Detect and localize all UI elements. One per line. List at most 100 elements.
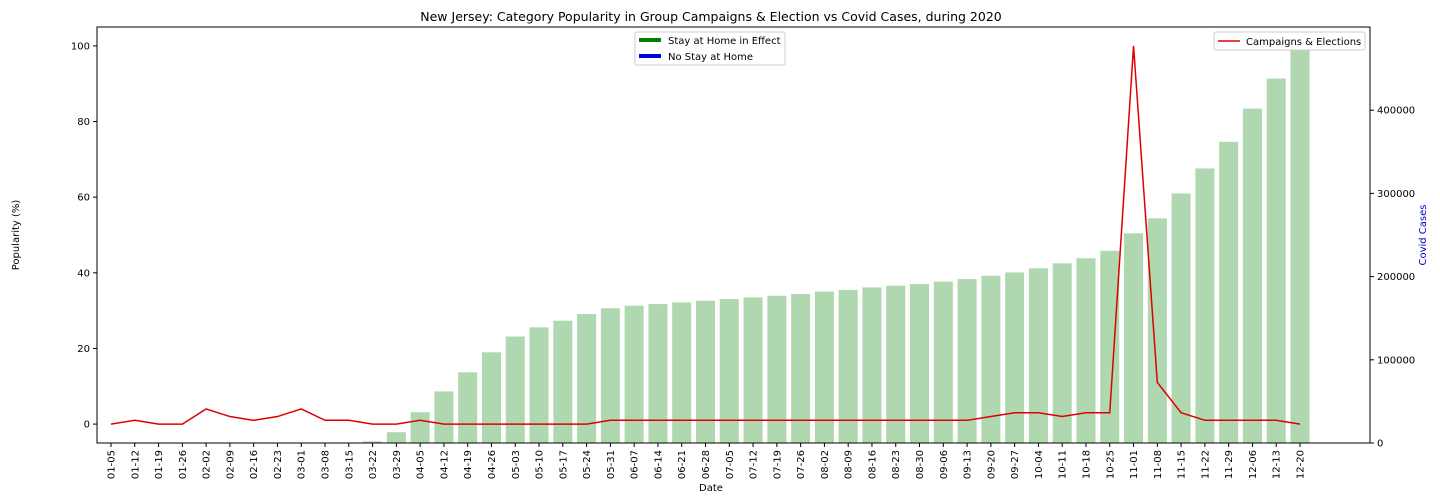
y-axis-right-ticks: 0 100000 200000 300000 400000 <box>1370 106 1415 450</box>
x-tick-label: 01-05 <box>107 450 118 479</box>
x-tick-label: 11-15 <box>1177 450 1188 479</box>
y-right-tick-label: 300000 <box>1377 189 1415 200</box>
bar-12-06 <box>1242 108 1262 443</box>
x-tick-label: 05-17 <box>558 450 569 479</box>
x-tick-label: 03-22 <box>368 450 379 479</box>
bar-06-28 <box>695 300 716 443</box>
bar-03-22 <box>363 441 383 443</box>
bar-07-12 <box>743 297 763 443</box>
legend-series: Campaigns & Elections <box>1213 31 1366 51</box>
x-tick-label: 10-18 <box>1081 450 1092 479</box>
x-tick-label: 07-05 <box>725 450 736 479</box>
x-tick-label: 08-16 <box>867 450 878 479</box>
x-tick-label: 10-11 <box>1058 450 1069 479</box>
bar-11-01 <box>1124 233 1144 443</box>
bar-04-26 <box>481 352 501 443</box>
x-tick-label: 09-20 <box>986 450 997 479</box>
bar-11-22 <box>1195 168 1215 443</box>
bar-08-30 <box>910 284 930 443</box>
bar-08-02 <box>814 291 834 443</box>
bar-04-05 <box>410 412 430 443</box>
x-tick-label: 11-08 <box>1153 450 1164 479</box>
bar-10-18 <box>1076 258 1096 443</box>
y-axis-right-label: Covid Cases <box>1418 204 1429 265</box>
bar-07-05 <box>719 299 739 443</box>
x-tick-label: 07-26 <box>796 450 807 479</box>
x-tick-label: 08-30 <box>915 450 926 479</box>
x-tick-label: 12-20 <box>1296 450 1307 479</box>
x-tick-label: 04-05 <box>416 450 427 479</box>
x-tick-label: 11-01 <box>1129 450 1140 479</box>
x-tick-label: 03-08 <box>321 450 332 479</box>
x-tick-label: 05-31 <box>606 450 617 479</box>
bar-06-21 <box>672 302 692 443</box>
x-tick-label: 04-26 <box>487 450 498 479</box>
bar-07-19 <box>767 295 787 443</box>
x-tick-label: 05-03 <box>511 450 522 479</box>
x-tick-label: 10-25 <box>1105 450 1116 479</box>
bar-03-29 <box>386 432 406 443</box>
x-axis-ticks: 01-05 01-12 01-19 01-26 02-02 02-09 02-16 02-23… <box>107 443 1307 479</box>
x-tick-label: 09-27 <box>1010 450 1021 479</box>
bar-12-20 <box>1290 46 1310 444</box>
x-axis-label: Date <box>699 483 723 494</box>
x-tick-label: 01-12 <box>130 450 141 479</box>
bar-09-13 <box>957 279 977 443</box>
bar-10-25 <box>1100 250 1120 443</box>
x-tick-label: 05-10 <box>535 450 546 479</box>
x-tick-label: 09-13 <box>963 450 974 479</box>
x-tick-label: 06-14 <box>653 450 664 479</box>
y-right-tick-label: 200000 <box>1377 272 1415 283</box>
bar-04-19 <box>458 372 478 443</box>
bar-05-17 <box>553 320 573 443</box>
series-line-campaigns-elections <box>110 45 1301 425</box>
chart-title: New Jersey: Category Popularity in Group… <box>420 9 1002 24</box>
x-tick-label: 07-19 <box>772 450 783 479</box>
bar-05-24 <box>577 314 597 443</box>
bar-05-10 <box>529 327 549 443</box>
x-tick-label: 08-09 <box>844 450 855 479</box>
bar-05-31 <box>600 308 620 443</box>
bar-08-23 <box>886 285 906 443</box>
x-tick-label: 09-06 <box>939 450 950 479</box>
x-tick-label: 03-15 <box>344 450 355 479</box>
bar-08-16 <box>862 287 882 443</box>
x-tick-label: 01-26 <box>178 450 189 479</box>
y-axis-left-ticks: 0 20 40 60 80 100 <box>71 41 97 431</box>
bar-10-11 <box>1052 263 1072 443</box>
x-tick-label: 07-12 <box>749 450 760 479</box>
y-left-tick-label: 100 <box>71 41 90 52</box>
y-left-tick-label: 60 <box>77 193 90 204</box>
x-tick-label: 04-12 <box>439 450 450 479</box>
x-tick-label: 02-02 <box>202 450 213 479</box>
x-tick-label: 02-16 <box>249 450 260 479</box>
x-tick-label: 06-21 <box>677 450 688 479</box>
legend-stay-at-home: Stay at Home in Effect No Stay at Home <box>634 31 786 66</box>
x-tick-label: 12-06 <box>1248 450 1259 479</box>
x-tick-label: 02-09 <box>225 450 236 479</box>
x-tick-label: 11-29 <box>1224 450 1235 479</box>
bar-04-12 <box>434 391 454 443</box>
legend-label-no-stay-at-home: No Stay at Home <box>668 52 753 63</box>
x-tick-label: 05-24 <box>582 450 593 479</box>
x-tick-label: 03-29 <box>392 450 403 479</box>
y-right-tick-label: 100000 <box>1377 355 1415 366</box>
x-tick-label: 11-22 <box>1200 450 1211 479</box>
y-right-tick-label: 0 <box>1377 439 1383 450</box>
x-tick-label: 01-19 <box>154 450 165 479</box>
bar-09-20 <box>981 275 1001 443</box>
y-axis-left-label: Popularity (%) <box>11 200 22 271</box>
x-tick-label: 03-01 <box>297 450 308 479</box>
bar-06-07 <box>624 305 644 443</box>
y-left-tick-label: 40 <box>77 268 90 279</box>
bar-11-15 <box>1171 193 1191 443</box>
x-tick-label: 06-07 <box>630 450 641 479</box>
bar-09-06 <box>933 281 953 443</box>
x-tick-label: 08-02 <box>820 450 831 479</box>
y-left-tick-label: 0 <box>84 420 90 431</box>
bar-07-26 <box>791 294 811 443</box>
bar-08-09 <box>838 289 858 443</box>
y-left-tick-label: 80 <box>77 117 90 128</box>
bar-11-29 <box>1219 141 1239 444</box>
x-tick-label: 06-28 <box>701 450 712 479</box>
